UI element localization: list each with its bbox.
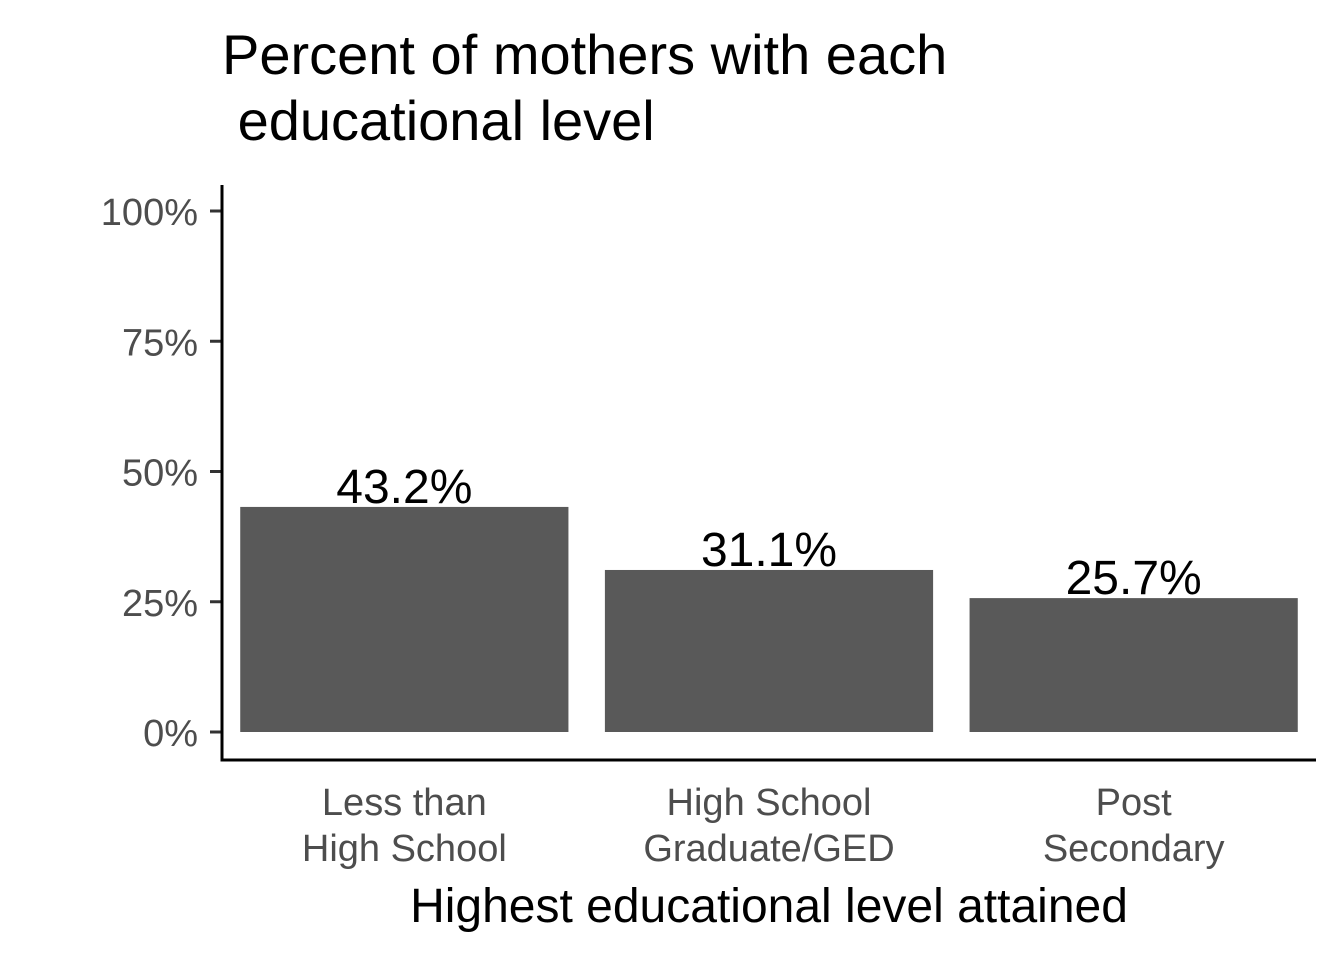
x-tick-label-line: Secondary <box>1043 828 1225 870</box>
x-tick-label-line: High School <box>667 782 872 824</box>
bar <box>604 569 934 732</box>
x-tick-label: Post Secondary <box>1043 782 1225 870</box>
y-tick-label: 100% <box>101 192 198 234</box>
chart-title: Percent of mothers with each educational… <box>222 23 948 152</box>
y-tick-label: 25% <box>122 583 198 625</box>
y-axis-ticks: 0% 25% 50% 75% 100% <box>101 192 222 755</box>
bar-value-label: 25.7% <box>1066 552 1202 605</box>
y-tick-label: 50% <box>122 453 198 495</box>
y-tick-label: 0% <box>143 713 198 755</box>
x-tick-label-line: Less than <box>322 782 487 824</box>
bars <box>240 506 1298 732</box>
y-tick-label: 75% <box>122 322 198 364</box>
bar <box>240 506 569 732</box>
bar-value-label: 31.1% <box>701 524 837 577</box>
x-tick-label: High School Graduate/GED <box>643 782 894 870</box>
x-axis-title: Highest educational level attained <box>410 880 1128 933</box>
x-tick-label-line: Post <box>1096 782 1172 824</box>
x-tick-label: Less than High School <box>302 782 507 870</box>
bar-value-label: 43.2% <box>336 461 472 514</box>
x-tick-label-line: Graduate/GED <box>643 828 894 870</box>
x-tick-label-line: High School <box>302 828 507 870</box>
value-labels: 43.2% 31.1% 25.7% <box>336 461 1201 605</box>
bar <box>969 598 1298 732</box>
